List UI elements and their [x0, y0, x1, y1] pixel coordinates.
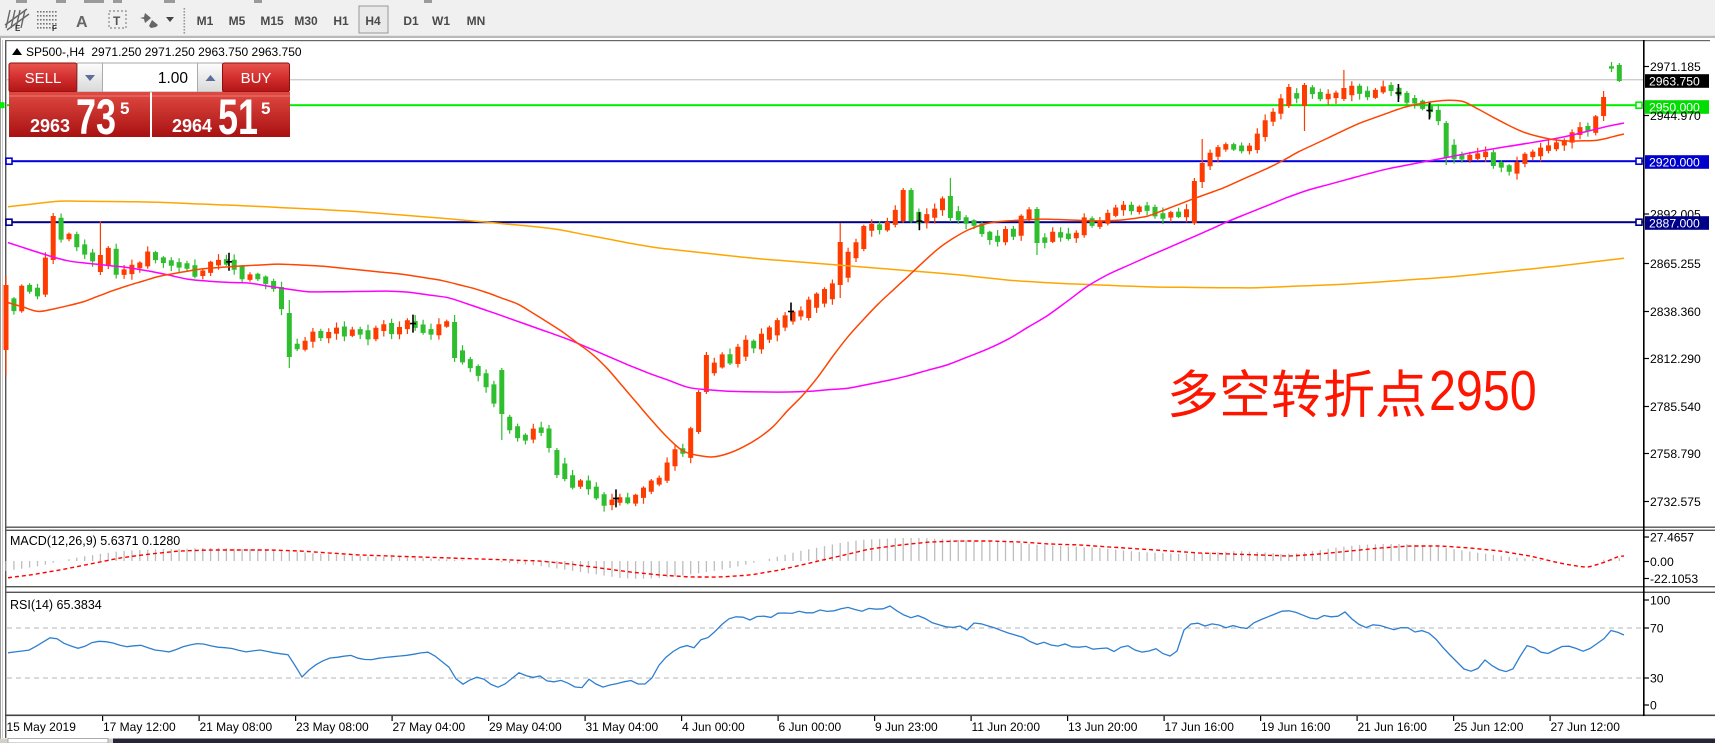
svg-text:A: A: [76, 14, 88, 31]
svg-text:73: 73: [76, 90, 116, 145]
svg-text:H1: H1: [333, 14, 349, 28]
svg-text:SP500-,H4 2971.250 2971.250 2: SP500-,H4 2971.250 2971.250 2963.750 296…: [26, 45, 302, 59]
svg-text:MN: MN: [467, 14, 486, 28]
svg-text:13 Jun 20:00: 13 Jun 20:00: [1068, 720, 1138, 734]
svg-text:51: 51: [218, 90, 258, 145]
svg-text:2963.750: 2963.750: [1649, 74, 1700, 88]
svg-text:BUY: BUY: [241, 70, 272, 87]
svg-text:D1: D1: [403, 14, 419, 28]
svg-text:-22.1053: -22.1053: [1650, 572, 1698, 586]
svg-text:RSI(14) 65.3834: RSI(14) 65.3834: [10, 598, 102, 612]
svg-text:M1: M1: [197, 14, 214, 28]
svg-text:5: 5: [120, 99, 129, 118]
svg-text:2944.970: 2944.970: [1650, 109, 1701, 123]
svg-text:2785.540: 2785.540: [1650, 400, 1701, 414]
svg-text:W1: W1: [432, 14, 450, 28]
svg-text:SELL: SELL: [25, 70, 62, 87]
svg-text:0.00: 0.00: [1650, 555, 1674, 569]
svg-text:M15: M15: [260, 14, 284, 28]
svg-text:2964: 2964: [172, 116, 212, 136]
svg-text:6 Jun 00:00: 6 Jun 00:00: [779, 720, 842, 734]
svg-text:2838.360: 2838.360: [1650, 305, 1701, 319]
svg-text:T: T: [113, 14, 121, 28]
svg-text:27.4657: 27.4657: [1650, 530, 1694, 544]
svg-text:E: E: [15, 24, 21, 33]
svg-text:21 May 08:00: 21 May 08:00: [200, 720, 273, 734]
svg-text:27 May 04:00: 27 May 04:00: [393, 720, 466, 734]
svg-text:9 Jun 23:00: 9 Jun 23:00: [875, 720, 938, 734]
svg-text:2812.290: 2812.290: [1650, 352, 1701, 366]
svg-text:15 May 2019: 15 May 2019: [7, 720, 77, 734]
svg-text:25 Jun 12:00: 25 Jun 12:00: [1454, 720, 1524, 734]
svg-text:17 Jun 16:00: 17 Jun 16:00: [1165, 720, 1235, 734]
svg-text:F: F: [52, 24, 57, 33]
svg-text:23 May 08:00: 23 May 08:00: [296, 720, 369, 734]
svg-text:2963: 2963: [30, 116, 70, 136]
svg-text:2887.000: 2887.000: [1649, 216, 1700, 230]
svg-text:100: 100: [1650, 593, 1671, 607]
svg-text:2865.255: 2865.255: [1650, 257, 1701, 271]
svg-text:2920.000: 2920.000: [1649, 155, 1700, 169]
svg-text:17 May 12:00: 17 May 12:00: [103, 720, 176, 734]
svg-text:31 May 04:00: 31 May 04:00: [586, 720, 659, 734]
svg-text:19 Jun 16:00: 19 Jun 16:00: [1261, 720, 1331, 734]
svg-text:1.00: 1.00: [158, 70, 189, 87]
svg-text:0: 0: [1650, 698, 1657, 712]
svg-text:2950: 2950: [1429, 359, 1537, 423]
svg-text:5: 5: [261, 99, 270, 118]
svg-text:4 Jun 00:00: 4 Jun 00:00: [682, 720, 745, 734]
svg-text:MACD(12,26,9) 5.6371 0.1280: MACD(12,26,9) 5.6371 0.1280: [10, 534, 180, 548]
svg-text:70: 70: [1650, 621, 1664, 635]
svg-text:H4: H4: [365, 14, 381, 28]
svg-text:30: 30: [1650, 671, 1664, 685]
svg-text:2732.575: 2732.575: [1650, 495, 1701, 509]
svg-text:11 Jun 20:00: 11 Jun 20:00: [972, 720, 1041, 734]
svg-text:21 Jun 16:00: 21 Jun 16:00: [1358, 720, 1428, 734]
svg-text:2950.000: 2950.000: [1649, 100, 1700, 114]
svg-text:M5: M5: [229, 14, 246, 28]
svg-text:29 May 04:00: 29 May 04:00: [489, 720, 562, 734]
svg-text:M30: M30: [294, 14, 318, 28]
svg-text:2971.185: 2971.185: [1650, 60, 1701, 74]
svg-text:2758.790: 2758.790: [1650, 447, 1701, 461]
svg-text:27 Jun 12:00: 27 Jun 12:00: [1551, 720, 1621, 734]
